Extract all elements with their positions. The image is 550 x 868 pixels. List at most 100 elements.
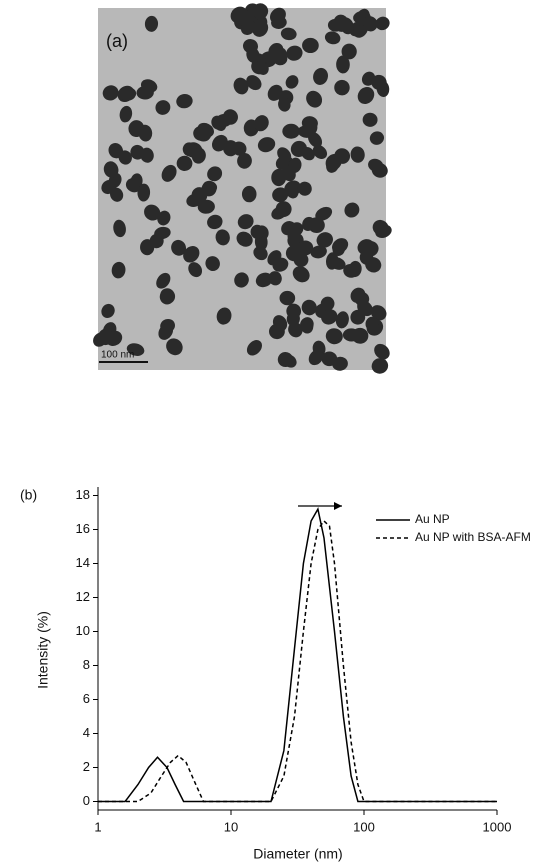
panel-label: (a) xyxy=(106,31,128,51)
particle xyxy=(285,245,303,262)
particle xyxy=(205,256,220,271)
y-tick-label: 6 xyxy=(83,691,90,706)
y-tick-label: 4 xyxy=(83,725,90,740)
particle xyxy=(312,145,328,160)
particle xyxy=(286,45,303,61)
particle xyxy=(103,161,119,178)
particle xyxy=(306,90,323,108)
x-tick-label: 1 xyxy=(94,819,101,834)
particle xyxy=(362,16,378,32)
particle xyxy=(282,354,297,368)
x-tick-label: 10 xyxy=(224,819,238,834)
particle xyxy=(233,77,249,95)
particle xyxy=(368,158,384,172)
tem-image: (a) 100 nm xyxy=(93,3,392,374)
particle xyxy=(111,261,126,279)
particle xyxy=(281,165,296,182)
particle xyxy=(333,14,349,32)
particle xyxy=(215,229,230,246)
particle xyxy=(216,114,232,127)
particle xyxy=(301,147,315,161)
particle xyxy=(325,328,343,345)
particle xyxy=(197,199,215,214)
legend-label: Au NP with BSA-AFM xyxy=(415,530,531,544)
particle xyxy=(315,206,333,221)
particle xyxy=(286,311,300,327)
particle xyxy=(268,323,285,340)
particle xyxy=(343,264,358,278)
particle xyxy=(255,272,273,288)
particle xyxy=(257,137,276,153)
particle xyxy=(156,272,171,289)
particle xyxy=(267,250,282,266)
particle xyxy=(316,232,333,248)
legend-label: Au NP xyxy=(415,512,450,526)
particle xyxy=(252,3,269,20)
particle xyxy=(105,330,123,346)
particle xyxy=(334,148,351,164)
particle xyxy=(101,303,115,319)
particle xyxy=(246,340,262,356)
particle xyxy=(108,143,124,159)
particle xyxy=(171,239,187,256)
particle xyxy=(281,221,296,236)
particle xyxy=(166,338,183,356)
y-tick-label: 14 xyxy=(76,555,90,570)
particle xyxy=(375,16,390,31)
particle xyxy=(369,131,385,145)
x-axis-label: Diameter (nm) xyxy=(253,846,342,862)
particle xyxy=(341,43,357,60)
particle xyxy=(310,245,327,259)
particle xyxy=(130,173,143,190)
particle xyxy=(301,299,317,316)
particle xyxy=(371,358,389,374)
scale-bar-label: 100 nm xyxy=(101,350,134,361)
particle xyxy=(211,134,228,152)
y-tick-label: 2 xyxy=(83,759,90,774)
particle xyxy=(230,6,248,24)
particle xyxy=(268,271,282,286)
particle xyxy=(357,300,373,317)
particle xyxy=(357,86,375,105)
particle xyxy=(332,241,346,256)
particle xyxy=(277,147,292,163)
particle xyxy=(237,153,252,169)
particle xyxy=(271,206,287,220)
particles xyxy=(93,3,392,374)
particle xyxy=(351,327,369,344)
y-tick-label: 16 xyxy=(76,521,90,536)
particle xyxy=(234,272,249,288)
particle xyxy=(297,181,312,196)
particle xyxy=(324,31,341,45)
particle xyxy=(292,266,310,283)
particle xyxy=(278,97,291,112)
arrow-head xyxy=(334,502,342,510)
particle xyxy=(365,316,379,332)
y-axis-label: Intensity (%) xyxy=(35,611,51,689)
particle xyxy=(154,226,171,240)
particle xyxy=(101,179,117,195)
particle xyxy=(271,16,287,29)
particle xyxy=(320,296,335,311)
particle xyxy=(302,37,319,54)
particle xyxy=(350,146,365,163)
particle xyxy=(334,79,350,96)
particle xyxy=(282,123,300,139)
y-tick-label: 8 xyxy=(83,657,90,672)
particle xyxy=(350,287,366,303)
particle xyxy=(332,356,348,371)
particle xyxy=(308,349,324,366)
particle xyxy=(336,55,350,74)
particle xyxy=(159,289,175,305)
particle xyxy=(155,100,171,115)
particle xyxy=(182,142,197,157)
particle xyxy=(302,216,315,231)
particle xyxy=(321,309,338,325)
particle xyxy=(130,144,145,160)
x-tick-label: 1000 xyxy=(483,819,512,834)
particle xyxy=(237,214,254,230)
series-line xyxy=(98,507,497,803)
particle xyxy=(357,239,375,256)
y-tick-label: 18 xyxy=(76,487,90,502)
